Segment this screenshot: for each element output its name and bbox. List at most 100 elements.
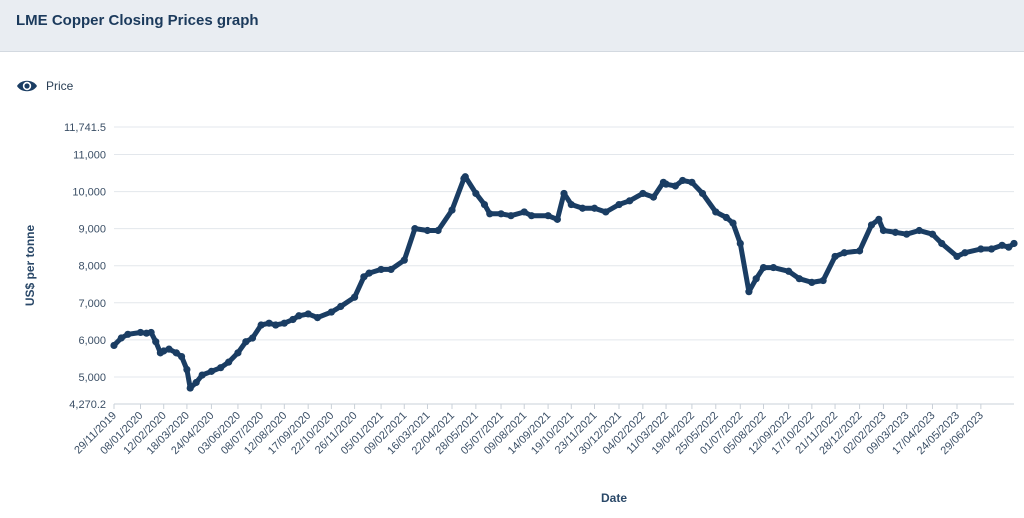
y-tick-label: 4,270.2: [69, 399, 106, 411]
data-point[interactable]: [337, 302, 345, 311]
data-point[interactable]: [722, 213, 730, 222]
data-point[interactable]: [327, 308, 335, 316]
data-point[interactable]: [785, 267, 793, 275]
data-point[interactable]: [977, 245, 985, 253]
data-point[interactable]: [590, 204, 599, 212]
data-point[interactable]: [313, 314, 322, 322]
data-point[interactable]: [234, 349, 242, 357]
data-point[interactable]: [602, 208, 610, 216]
data-point[interactable]: [819, 276, 827, 285]
data-point[interactable]: [795, 275, 803, 283]
data-point[interactable]: [527, 212, 536, 220]
data-point[interactable]: [242, 338, 250, 346]
data-point[interactable]: [152, 338, 160, 346]
data-point[interactable]: [136, 328, 145, 337]
data-point[interactable]: [891, 228, 899, 236]
y-tick-label: 5,000: [78, 372, 106, 384]
data-point[interactable]: [434, 226, 442, 235]
data-point[interactable]: [377, 265, 385, 274]
data-point[interactable]: [903, 230, 911, 238]
data-point[interactable]: [289, 315, 297, 324]
data-point[interactable]: [855, 247, 864, 255]
data-point[interactable]: [461, 173, 469, 181]
data-point[interactable]: [497, 210, 505, 218]
chart-title: LME Copper Closing Prices graph: [16, 12, 259, 29]
data-point[interactable]: [486, 210, 494, 218]
data-point[interactable]: [400, 256, 408, 264]
data-point[interactable]: [840, 249, 848, 257]
y-tick-labels: 4,270.2 5,000 6,000 7,000 8,000 9,000 10,000 11…: [64, 122, 106, 411]
data-point[interactable]: [172, 349, 180, 357]
data-point[interactable]: [752, 275, 760, 283]
data-point[interactable]: [649, 193, 658, 201]
data-point[interactable]: [124, 330, 132, 338]
data-point[interactable]: [553, 215, 561, 223]
data-point[interactable]: [879, 226, 888, 235]
data-point[interactable]: [808, 278, 816, 287]
data-point[interactable]: [961, 249, 969, 257]
data-point[interactable]: [998, 241, 1006, 249]
data-point[interactable]: [1005, 243, 1013, 251]
data-point[interactable]: [688, 178, 696, 186]
data-point[interactable]: [177, 352, 186, 361]
data-point[interactable]: [280, 319, 288, 327]
data-point[interactable]: [639, 189, 647, 198]
data-point[interactable]: [544, 212, 552, 220]
data-point[interactable]: [560, 189, 568, 198]
data-point[interactable]: [198, 371, 206, 379]
data-point[interactable]: [759, 263, 768, 272]
data-point[interactable]: [928, 230, 937, 238]
data-point[interactable]: [578, 204, 587, 212]
data-point[interactable]: [350, 293, 359, 301]
data-point[interactable]: [520, 208, 528, 216]
data-point[interactable]: [615, 200, 623, 209]
data-point[interactable]: [729, 219, 737, 227]
data-point[interactable]: [365, 269, 373, 277]
data-point[interactable]: [698, 189, 707, 198]
eye-icon: [17, 80, 37, 92]
data-point[interactable]: [671, 182, 679, 190]
data-point[interactable]: [110, 341, 118, 350]
y-tick-label: 10,000: [72, 187, 106, 199]
data-point[interactable]: [186, 384, 194, 392]
data-point[interactable]: [769, 263, 778, 272]
data-point[interactable]: [915, 226, 923, 235]
data-point[interactable]: [217, 364, 225, 372]
data-point[interactable]: [265, 319, 273, 327]
data-point[interactable]: [183, 365, 191, 374]
data-point[interactable]: [953, 252, 961, 261]
data-point[interactable]: [507, 212, 515, 220]
data-point[interactable]: [626, 197, 634, 205]
data-point[interactable]: [987, 245, 996, 253]
data-point[interactable]: [679, 176, 687, 185]
data-point[interactable]: [165, 345, 173, 353]
data-point[interactable]: [831, 252, 839, 261]
data-point[interactable]: [938, 239, 946, 248]
data-point[interactable]: [360, 273, 368, 281]
data-point[interactable]: [257, 321, 265, 329]
legend-item-price[interactable]: Price: [16, 76, 73, 96]
data-point[interactable]: [867, 221, 876, 229]
data-point[interactable]: [1010, 239, 1018, 248]
data-point[interactable]: [480, 200, 489, 209]
data-point[interactable]: [304, 310, 312, 318]
data-point[interactable]: [117, 334, 125, 342]
data-point[interactable]: [712, 208, 720, 216]
data-point[interactable]: [272, 321, 280, 329]
data-point[interactable]: [207, 367, 216, 375]
data-point[interactable]: [225, 358, 233, 366]
data-point[interactable]: [248, 334, 257, 342]
data-point[interactable]: [736, 239, 744, 248]
data-point[interactable]: [387, 265, 395, 274]
data-point[interactable]: [567, 200, 575, 209]
data-point[interactable]: [745, 288, 753, 296]
data-point[interactable]: [295, 312, 303, 320]
data-point[interactable]: [662, 180, 670, 188]
data-point[interactable]: [875, 215, 883, 223]
data-point[interactable]: [423, 226, 432, 235]
data-point[interactable]: [411, 225, 419, 233]
data-point[interactable]: [448, 206, 456, 214]
data-point[interactable]: [472, 189, 480, 198]
data-point[interactable]: [192, 378, 200, 387]
data-point[interactable]: [147, 328, 155, 337]
